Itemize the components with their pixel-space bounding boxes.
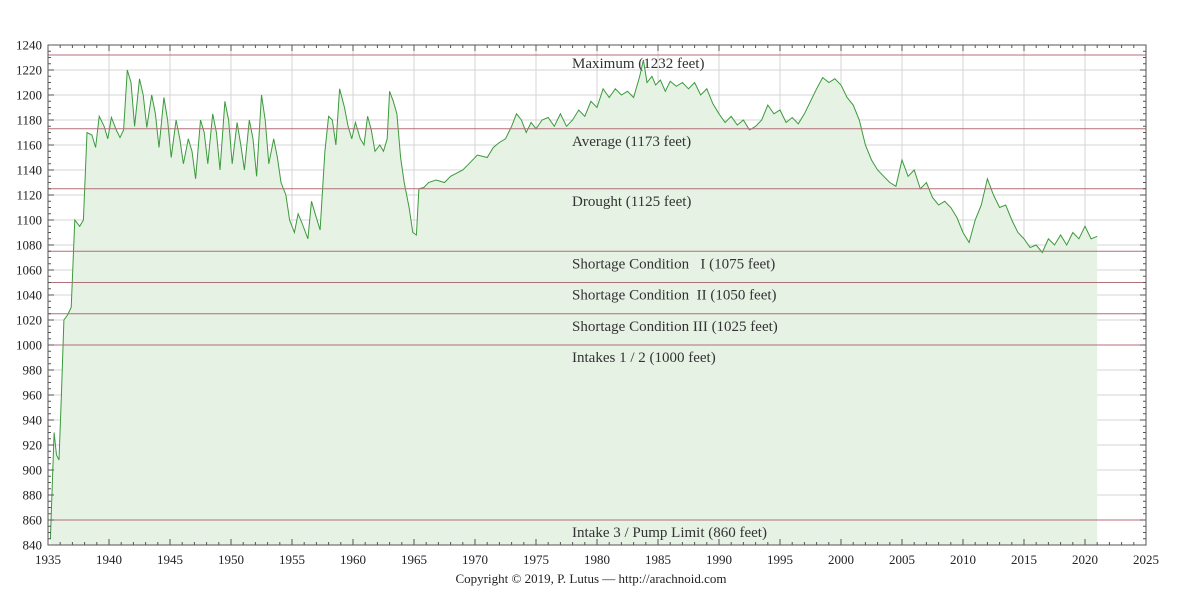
water-level-area: [49, 59, 1098, 545]
reference-label: Shortage Condition I (1075 feet): [572, 256, 775, 272]
y-tick-label: 980: [23, 363, 43, 378]
y-tick-label: 1220: [16, 63, 42, 78]
y-tick-label: 920: [23, 438, 43, 453]
reference-label: Drought (1125 feet): [572, 194, 691, 210]
y-tick-label: 1240: [16, 38, 42, 53]
reference-label: Intake 3 / Pump Limit (860 feet): [572, 525, 767, 541]
reference-label: Maximum (1232 feet): [572, 56, 704, 72]
y-tick-label: 1180: [16, 113, 42, 128]
y-tick-label: 1000: [16, 338, 42, 353]
x-tick-label: 2010: [950, 552, 976, 567]
y-tick-label: 880: [23, 488, 43, 503]
x-tick-label: 2015: [1011, 552, 1037, 567]
reference-lines: Maximum (1232 feet) Average (1173 feet) Dr…: [48, 54, 1146, 541]
x-tick-label: 2025: [1133, 552, 1159, 567]
y-tick-label: 1100: [16, 213, 42, 228]
copyright-notice: Copyright © 2019, P. Lutus — http://arac…: [455, 571, 727, 586]
reference-label: Intakes 1 / 2 (1000 feet): [572, 350, 716, 366]
x-tick-label: 1990: [706, 552, 732, 567]
y-tick-label: 1200: [16, 88, 42, 103]
y-tick-label: 1060: [16, 263, 42, 278]
water-level-line: [49, 59, 1098, 539]
x-tick-label: 1985: [645, 552, 671, 567]
y-tick-label: 1120: [16, 188, 42, 203]
x-tick-label: 1960: [340, 552, 366, 567]
reference-label: Average (1173 feet): [572, 134, 691, 150]
x-tick-label: 1955: [279, 552, 305, 567]
y-tick-label: 940: [23, 413, 43, 428]
x-tick-label: 1945: [157, 552, 183, 567]
y-tick-label: 1160: [16, 138, 42, 153]
x-tick-label: 1970: [462, 552, 488, 567]
water-level-fill: [50, 60, 1098, 545]
x-axis: 1935 1940 1945 1950 1955 1960 1965 1970 1975 1980…: [35, 45, 1159, 567]
y-axis: 840 860 880 900 920 940 960 980 1000 1020 1040 1060…: [16, 38, 1146, 553]
x-tick-label: 1995: [767, 552, 793, 567]
y-tick-label: 1080: [16, 238, 42, 253]
y-tick-label: 1040: [16, 288, 42, 303]
y-tick-label: 960: [23, 388, 43, 403]
reference-label: Shortage Condition III (1025 feet): [572, 319, 778, 335]
x-tick-label: 2000: [828, 552, 854, 567]
x-tick-label: 1975: [523, 552, 549, 567]
x-tick-label: 1965: [401, 552, 427, 567]
x-tick-label: 1940: [96, 552, 122, 567]
x-tick-label: 2020: [1072, 552, 1098, 567]
y-tick-label: 900: [23, 463, 43, 478]
x-tick-label: 2005: [889, 552, 915, 567]
x-tick-label: 1980: [584, 552, 610, 567]
x-tick-label: 1950: [218, 552, 244, 567]
y-tick-label: 840: [23, 538, 43, 553]
y-tick-label: 860: [23, 513, 43, 528]
y-tick-label: 1140: [16, 163, 42, 178]
reference-label: Shortage Condition II (1050 feet): [572, 288, 777, 304]
x-tick-label: 1935: [35, 552, 61, 567]
y-tick-label: 1020: [16, 313, 42, 328]
